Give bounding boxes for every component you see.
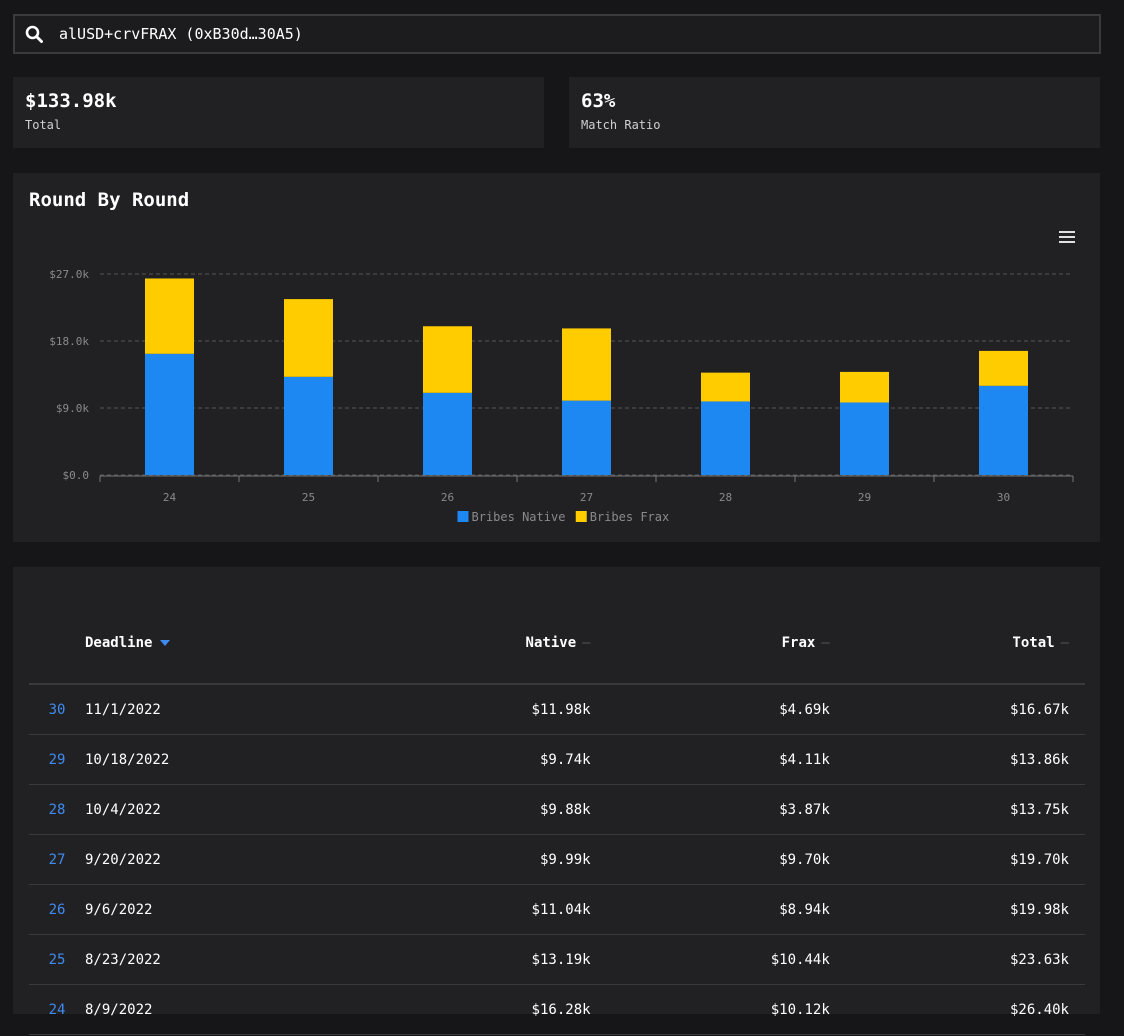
round-link[interactable]: 30 bbox=[29, 684, 85, 735]
stat-card-match-ratio: 63% Match Ratio bbox=[569, 77, 1100, 148]
x-tick-label: 30 bbox=[997, 491, 1010, 504]
legend-swatch-frax bbox=[575, 511, 587, 522]
native-cell: $9.99k bbox=[351, 834, 607, 885]
search-input[interactable] bbox=[59, 16, 1059, 52]
round-link[interactable]: 26 bbox=[29, 884, 85, 935]
table-row[interactable]: 24 8/9/2022 $16.28k $10.12k $26.40k bbox=[29, 984, 1085, 1035]
table-card: Deadline Native — Frax — Total — 30 11/1/20… bbox=[13, 567, 1100, 1035]
native-cell: $9.88k bbox=[351, 784, 607, 835]
header-native[interactable]: Native — bbox=[351, 603, 607, 685]
frax-cell: $9.70k bbox=[606, 834, 846, 885]
deadline-cell: 8/9/2022 bbox=[85, 984, 352, 1035]
round-link[interactable]: 28 bbox=[29, 784, 85, 835]
sort-none-icon: — bbox=[1060, 635, 1069, 651]
native-cell: $11.98k bbox=[351, 684, 607, 735]
bar-native bbox=[979, 385, 1028, 475]
sort-none-icon: — bbox=[821, 635, 830, 651]
table-row[interactable]: 25 8/23/2022 $13.19k $10.44k $23.63k bbox=[29, 934, 1085, 985]
y-tick-label: $0.0 bbox=[63, 469, 90, 482]
stat-match-ratio-value: 63% bbox=[581, 90, 616, 112]
legend-swatch-native bbox=[457, 511, 469, 522]
frax-cell: $4.69k bbox=[606, 684, 846, 735]
header-frax[interactable]: Frax — bbox=[606, 603, 846, 685]
total-cell: $13.75k bbox=[845, 784, 1085, 835]
rounds-table: Deadline Native — Frax — Total — 30 11/1/20… bbox=[29, 603, 1085, 1035]
deadline-cell: 9/6/2022 bbox=[85, 884, 352, 935]
x-tick-label: 27 bbox=[580, 491, 593, 504]
table-row[interactable]: 29 10/18/2022 $9.74k $4.11k $13.86k bbox=[29, 734, 1085, 785]
legend-label: Bribes Frax bbox=[590, 510, 669, 524]
table-row[interactable]: 26 9/6/2022 $11.04k $8.94k $19.98k bbox=[29, 884, 1085, 935]
bar-native bbox=[701, 401, 750, 475]
total-cell: $19.70k bbox=[845, 834, 1085, 885]
bar-frax bbox=[562, 328, 611, 401]
header-round bbox=[29, 603, 85, 685]
bar-frax bbox=[701, 372, 750, 402]
table-row[interactable]: 30 11/1/2022 $11.98k $4.69k $16.67k bbox=[29, 684, 1085, 735]
round-link[interactable]: 29 bbox=[29, 734, 85, 785]
bar-frax bbox=[145, 278, 194, 354]
sort-none-icon: — bbox=[582, 635, 591, 651]
stat-card-total: $133.98k Total bbox=[13, 77, 544, 148]
bar-native bbox=[562, 400, 611, 475]
header-deadline[interactable]: Deadline bbox=[85, 603, 352, 685]
chart-title: Round By Round bbox=[29, 189, 190, 211]
bar-frax bbox=[840, 371, 889, 403]
total-cell: $19.98k bbox=[845, 884, 1085, 935]
stat-match-ratio-label: Match Ratio bbox=[581, 118, 661, 132]
bar-frax bbox=[423, 326, 472, 393]
native-cell: $11.04k bbox=[351, 884, 607, 935]
bar-chart: $0.0 $9.0k $18.0k $27.0k 24 25 26 27 28 29 30 Bribe… bbox=[49, 268, 1074, 524]
total-cell: $13.86k bbox=[845, 734, 1085, 785]
x-tick-label: 28 bbox=[719, 491, 732, 504]
total-cell: $16.67k bbox=[845, 684, 1085, 735]
bar-frax bbox=[284, 299, 333, 377]
x-tick-label: 29 bbox=[858, 491, 871, 504]
native-cell: $16.28k bbox=[351, 984, 607, 1035]
round-link[interactable]: 24 bbox=[29, 984, 85, 1035]
y-tick-label: $27.0k bbox=[49, 268, 89, 281]
bar-frax bbox=[979, 350, 1028, 386]
native-cell: $13.19k bbox=[351, 934, 607, 985]
menu-icon[interactable] bbox=[1059, 231, 1075, 245]
bar-native bbox=[840, 402, 889, 475]
round-link[interactable]: 25 bbox=[29, 934, 85, 985]
frax-cell: $4.11k bbox=[606, 734, 846, 785]
deadline-cell: 10/18/2022 bbox=[85, 734, 352, 785]
deadline-cell: 8/23/2022 bbox=[85, 934, 352, 985]
round-link[interactable]: 27 bbox=[29, 834, 85, 885]
header-total[interactable]: Total — bbox=[845, 603, 1085, 685]
y-tick-label: $9.0k bbox=[56, 402, 89, 415]
total-cell: $23.63k bbox=[845, 934, 1085, 985]
x-tick-label: 25 bbox=[302, 491, 315, 504]
stat-total-value: $133.98k bbox=[25, 90, 117, 112]
table-header-row: Deadline Native — Frax — Total — bbox=[29, 603, 1085, 685]
search-bar[interactable] bbox=[13, 14, 1101, 54]
bar-native bbox=[145, 353, 194, 475]
stat-total-label: Total bbox=[25, 118, 62, 132]
table-row[interactable]: 28 10/4/2022 $9.88k $3.87k $13.75k bbox=[29, 784, 1085, 835]
deadline-cell: 9/20/2022 bbox=[85, 834, 352, 885]
native-cell: $9.74k bbox=[351, 734, 607, 785]
legend-label: Bribes Native bbox=[472, 510, 566, 524]
frax-cell: $8.94k bbox=[606, 884, 846, 935]
deadline-cell: 10/4/2022 bbox=[85, 784, 352, 835]
frax-cell: $3.87k bbox=[606, 784, 846, 835]
y-tick-label: $18.0k bbox=[49, 335, 89, 348]
frax-cell: $10.44k bbox=[606, 934, 846, 985]
chart-card: Round By Round $0.0 $9.0k $18.0k $27.0k 24 25… bbox=[13, 173, 1100, 542]
sort-desc-icon bbox=[160, 640, 171, 646]
total-cell: $26.40k bbox=[845, 984, 1085, 1035]
bar-native bbox=[423, 392, 472, 475]
frax-cell: $10.12k bbox=[606, 984, 846, 1035]
bar-native bbox=[284, 376, 333, 475]
table-row[interactable]: 27 9/20/2022 $9.99k $9.70k $19.70k bbox=[29, 834, 1085, 885]
deadline-cell: 11/1/2022 bbox=[85, 684, 352, 735]
x-tick-label: 26 bbox=[441, 491, 454, 504]
search-icon bbox=[25, 25, 43, 43]
x-tick-label: 24 bbox=[163, 491, 177, 504]
